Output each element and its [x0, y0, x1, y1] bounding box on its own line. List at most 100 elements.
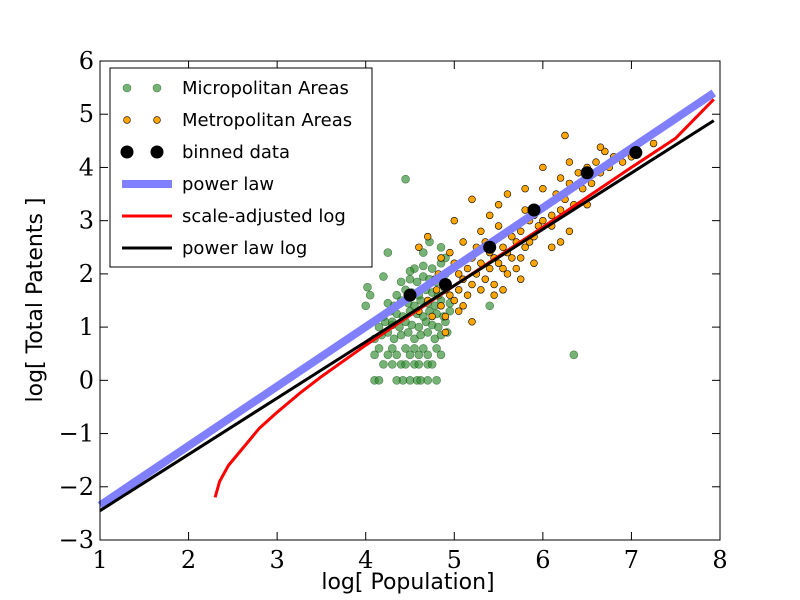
metropolitan-point	[587, 179, 596, 188]
micropolitan-point	[389, 334, 399, 344]
metropolitan-point	[468, 318, 476, 326]
legend-item: power law	[122, 174, 274, 195]
y-tick-label: 6	[79, 47, 94, 75]
micropolitan-point	[365, 290, 375, 300]
micropolitan-point	[569, 350, 579, 360]
binned-data-point	[403, 288, 417, 302]
metropolitan-point	[517, 227, 525, 236]
metropolitan-point	[503, 270, 512, 278]
legend-marker	[153, 116, 161, 124]
micropolitan-point	[383, 248, 393, 257]
micropolitan-point	[427, 360, 437, 369]
binned-data-point	[629, 146, 643, 160]
metropolitan-point	[530, 259, 538, 267]
metropolitan-point	[548, 243, 556, 251]
micropolitan-point	[405, 266, 415, 276]
micropolitan-point	[396, 277, 406, 287]
y-tick-label: −1	[59, 420, 94, 448]
metropolitan-point	[494, 222, 503, 230]
binned-data-point	[580, 166, 594, 180]
micropolitan-point	[401, 174, 410, 184]
micropolitan-point	[383, 350, 393, 360]
micropolitan-point	[407, 320, 417, 330]
series-scale-adjusted-log	[213, 98, 715, 498]
metropolitan-point	[499, 243, 507, 251]
legend-item: Micropolitan Areas	[122, 78, 349, 99]
binned-data-point	[527, 203, 541, 217]
y-tick-label: 1	[79, 313, 94, 341]
micropolitan-point	[418, 344, 428, 353]
micropolitan-point	[374, 344, 384, 353]
micropolitan-point	[430, 334, 440, 344]
metropolitan-point	[503, 190, 512, 198]
metropolitan-point	[539, 163, 547, 172]
metropolitan-point	[455, 307, 463, 315]
micropolitan-point	[414, 350, 424, 360]
y-tick-label: −3	[59, 526, 94, 554]
metropolitan-point	[446, 291, 454, 299]
legend-marker	[122, 83, 132, 93]
metropolitan-point	[596, 143, 605, 151]
legend-label: power law	[182, 174, 274, 195]
micropolitan-point	[379, 272, 388, 281]
micropolitan-point	[370, 350, 379, 360]
y-tick-label: 2	[79, 260, 94, 288]
legend-box	[109, 67, 373, 268]
y-axis: −3 −2 −1 0 1 2 3 4 5 6	[59, 47, 720, 554]
x-tick-label: 8	[712, 546, 727, 574]
metropolitan-point	[539, 216, 547, 225]
series-layer	[97, 89, 717, 512]
micropolitan-point	[410, 334, 419, 344]
micropolitan-point	[418, 312, 428, 321]
metropolitan-point	[428, 312, 436, 321]
micropolitan-point	[392, 290, 402, 300]
series-binned-data	[403, 146, 643, 302]
metropolitan-point	[424, 232, 432, 241]
micropolitan-point	[423, 376, 433, 385]
metropolitan-point	[517, 275, 525, 283]
metropolitan-point	[450, 296, 458, 305]
metropolitan-point	[450, 216, 458, 225]
metropolitan-point	[432, 286, 441, 294]
x-tick-label: 1	[92, 546, 107, 574]
x-tick-label: 7	[624, 546, 639, 574]
metropolitan-point	[468, 280, 476, 289]
micropolitan-point	[423, 350, 433, 360]
metropolitan-point	[486, 211, 494, 220]
metropolitan-point	[446, 248, 454, 257]
legend-marker	[123, 116, 131, 124]
micropolitan-point	[418, 261, 428, 271]
metropolitan-point	[477, 286, 485, 294]
x-tick-label: 3	[270, 546, 285, 574]
metropolitan-point	[561, 131, 569, 140]
binned-data-point	[483, 240, 497, 254]
micropolitan-point	[363, 282, 372, 292]
y-tick-label: 5	[79, 100, 94, 128]
x-tick-label: 6	[535, 546, 550, 574]
micropolitan-point	[361, 301, 371, 311]
micropolitan-point	[405, 350, 415, 360]
metropolitan-point	[499, 286, 507, 294]
metropolitan-point	[556, 238, 565, 246]
metropolitan-point	[463, 264, 472, 273]
legend-label: scale-adjusted log	[182, 206, 346, 227]
micropolitan-point	[403, 328, 413, 337]
x-tick-label: 2	[181, 546, 196, 574]
legend-item: binned data	[120, 142, 290, 163]
metropolitan-point	[517, 254, 525, 262]
metropolitan-point	[494, 201, 503, 209]
metropolitan-point	[490, 280, 498, 289]
legend-marker	[152, 83, 162, 93]
metropolitan-point	[468, 195, 476, 204]
micropolitan-point	[436, 350, 446, 360]
metropolitan-point	[565, 227, 574, 236]
metropolitan-point	[455, 286, 463, 294]
metropolitan-point	[548, 211, 556, 220]
x-axis: 1 2 3 4 5 6 7 8	[92, 61, 728, 574]
metropolitan-point	[556, 174, 565, 182]
legend-items: Micropolitan Areas Metropolitan Areas binn…	[120, 78, 352, 259]
micropolitan-point	[432, 344, 441, 353]
y-tick-label: −2	[59, 473, 94, 501]
metropolitan-point	[477, 227, 485, 236]
